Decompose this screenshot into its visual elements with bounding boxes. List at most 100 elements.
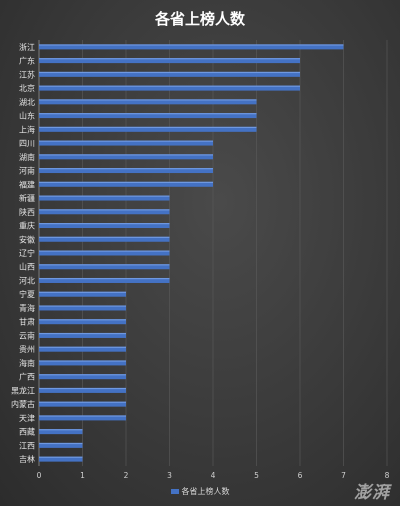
category-label: 江西 <box>19 441 35 450</box>
bar-highlight <box>39 71 300 74</box>
bar-highlight <box>39 113 257 115</box>
bar <box>39 113 257 119</box>
category-label: 上海 <box>19 124 35 134</box>
bar-highlight <box>39 374 126 376</box>
x-tick-label: 7 <box>341 471 346 480</box>
bar-highlight <box>39 126 257 129</box>
legend-label: 各省上榜人数 <box>181 487 230 496</box>
bar <box>39 429 83 435</box>
legend: 各省上榜人数 <box>0 486 400 497</box>
bar-highlight <box>39 415 126 417</box>
bar-highlight <box>39 154 213 156</box>
category-label: 广东 <box>19 56 35 66</box>
category-label: 黑龙江 <box>11 385 35 395</box>
bar-highlight <box>39 319 126 321</box>
category-label: 河南 <box>19 166 35 176</box>
x-tick-label: 6 <box>298 471 303 480</box>
x-tick-label: 8 <box>385 471 390 480</box>
bar <box>39 140 213 146</box>
category-label: 甘肃 <box>19 317 35 327</box>
bar-highlight <box>39 456 83 458</box>
category-label: 西藏 <box>19 427 35 437</box>
bar-highlight <box>39 168 213 170</box>
x-tick-label: 4 <box>211 471 216 480</box>
category-label: 吉林 <box>19 454 35 464</box>
category-label: 重庆 <box>19 221 35 231</box>
bar <box>39 223 170 229</box>
bar <box>39 319 126 325</box>
bar-highlight <box>39 140 213 142</box>
category-label: 广西 <box>19 372 35 382</box>
category-label: 新疆 <box>19 193 35 203</box>
bar-highlight <box>39 181 213 183</box>
bar <box>39 58 300 64</box>
category-label: 内蒙古 <box>11 399 35 409</box>
bar-highlight <box>39 250 170 252</box>
bar-highlight <box>39 44 344 46</box>
bar <box>39 44 344 50</box>
category-label: 宁夏 <box>19 289 35 299</box>
category-label: 云南 <box>19 330 35 340</box>
bar-highlight <box>39 401 126 403</box>
bar <box>39 250 170 256</box>
bar-highlight <box>39 58 300 60</box>
x-tick-label: 3 <box>167 471 172 480</box>
bar <box>39 168 213 174</box>
bar-highlight <box>39 264 170 266</box>
bar-highlight <box>39 387 126 390</box>
bar <box>39 209 170 215</box>
category-label: 陕西 <box>19 207 35 217</box>
bar-highlight <box>39 209 170 211</box>
bar-highlight <box>39 99 257 101</box>
x-tick-label: 5 <box>254 471 259 480</box>
chart-title: 各省上榜人数 <box>154 10 245 28</box>
bar-highlight <box>39 360 126 362</box>
category-label: 天津 <box>19 413 35 423</box>
bar <box>39 195 170 201</box>
bar <box>39 387 126 393</box>
bar <box>39 126 257 132</box>
bar <box>39 181 213 187</box>
bar-highlight <box>39 85 300 87</box>
bar-highlight <box>39 277 170 280</box>
x-tick-label: 0 <box>37 471 42 480</box>
bar-highlight <box>39 195 170 197</box>
bar <box>39 291 126 297</box>
bar <box>39 415 126 421</box>
bar <box>39 374 126 380</box>
category-label: 浙江 <box>19 42 35 52</box>
category-label: 青海 <box>19 303 35 313</box>
bar-highlight <box>39 332 126 335</box>
bar-highlight <box>39 429 83 431</box>
bar-highlight <box>39 442 83 445</box>
category-label: 贵州 <box>19 344 35 354</box>
category-label: 江苏 <box>19 69 35 79</box>
category-label: 湖南 <box>19 152 35 162</box>
x-tick-label: 2 <box>124 471 129 480</box>
bar <box>39 154 213 160</box>
category-label: 山西 <box>19 262 35 272</box>
bar <box>39 401 126 407</box>
bar <box>39 346 126 352</box>
bar <box>39 332 126 338</box>
bar <box>39 236 170 242</box>
bar <box>39 99 257 105</box>
bar <box>39 277 170 283</box>
bar <box>39 264 170 270</box>
bar-highlight <box>39 236 170 238</box>
x-tick-label: 1 <box>80 471 85 480</box>
bar <box>39 442 83 448</box>
bar <box>39 456 83 462</box>
bar-highlight <box>39 223 170 225</box>
category-label: 北京 <box>19 83 35 93</box>
bar <box>39 305 126 311</box>
category-label: 山东 <box>19 111 35 121</box>
bar-highlight <box>39 346 126 348</box>
watermark-logo: 澎湃 <box>354 483 390 503</box>
category-label: 海南 <box>19 358 35 368</box>
category-label: 辽宁 <box>19 248 35 258</box>
category-label: 湖北 <box>19 98 35 107</box>
legend-swatch <box>170 489 179 494</box>
